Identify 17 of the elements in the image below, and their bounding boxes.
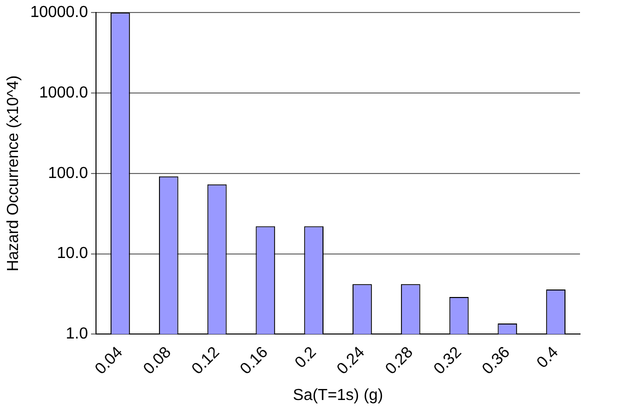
y-tick-label: 1000.0 <box>39 84 88 102</box>
y-axis-title: Hazard Occurrence (x10^4) <box>5 75 22 272</box>
x-tick-label: 0.4 <box>534 344 562 372</box>
y-tick-label: 1.0 <box>66 326 88 343</box>
x-tick-label: 0.2 <box>292 344 320 372</box>
x-tick-label: 0.04 <box>92 344 126 378</box>
x-tick-label: 0.28 <box>382 344 417 378</box>
y-tick-label: 10000.0 <box>30 4 88 22</box>
x-tick-label: 0.32 <box>430 344 466 378</box>
x-tick-label: 0.16 <box>237 344 272 378</box>
y-tick-label: 10.0 <box>56 245 88 262</box>
x-tick-label: 0.24 <box>334 344 368 378</box>
y-tick-label: 100.0 <box>48 164 88 182</box>
x-axis-title: Sa(T=1s) (g) <box>292 386 384 404</box>
x-tick-label: 0.12 <box>188 344 224 378</box>
x-tick-label: 0.08 <box>140 344 175 378</box>
x-tick-label: 0.36 <box>479 344 514 378</box>
